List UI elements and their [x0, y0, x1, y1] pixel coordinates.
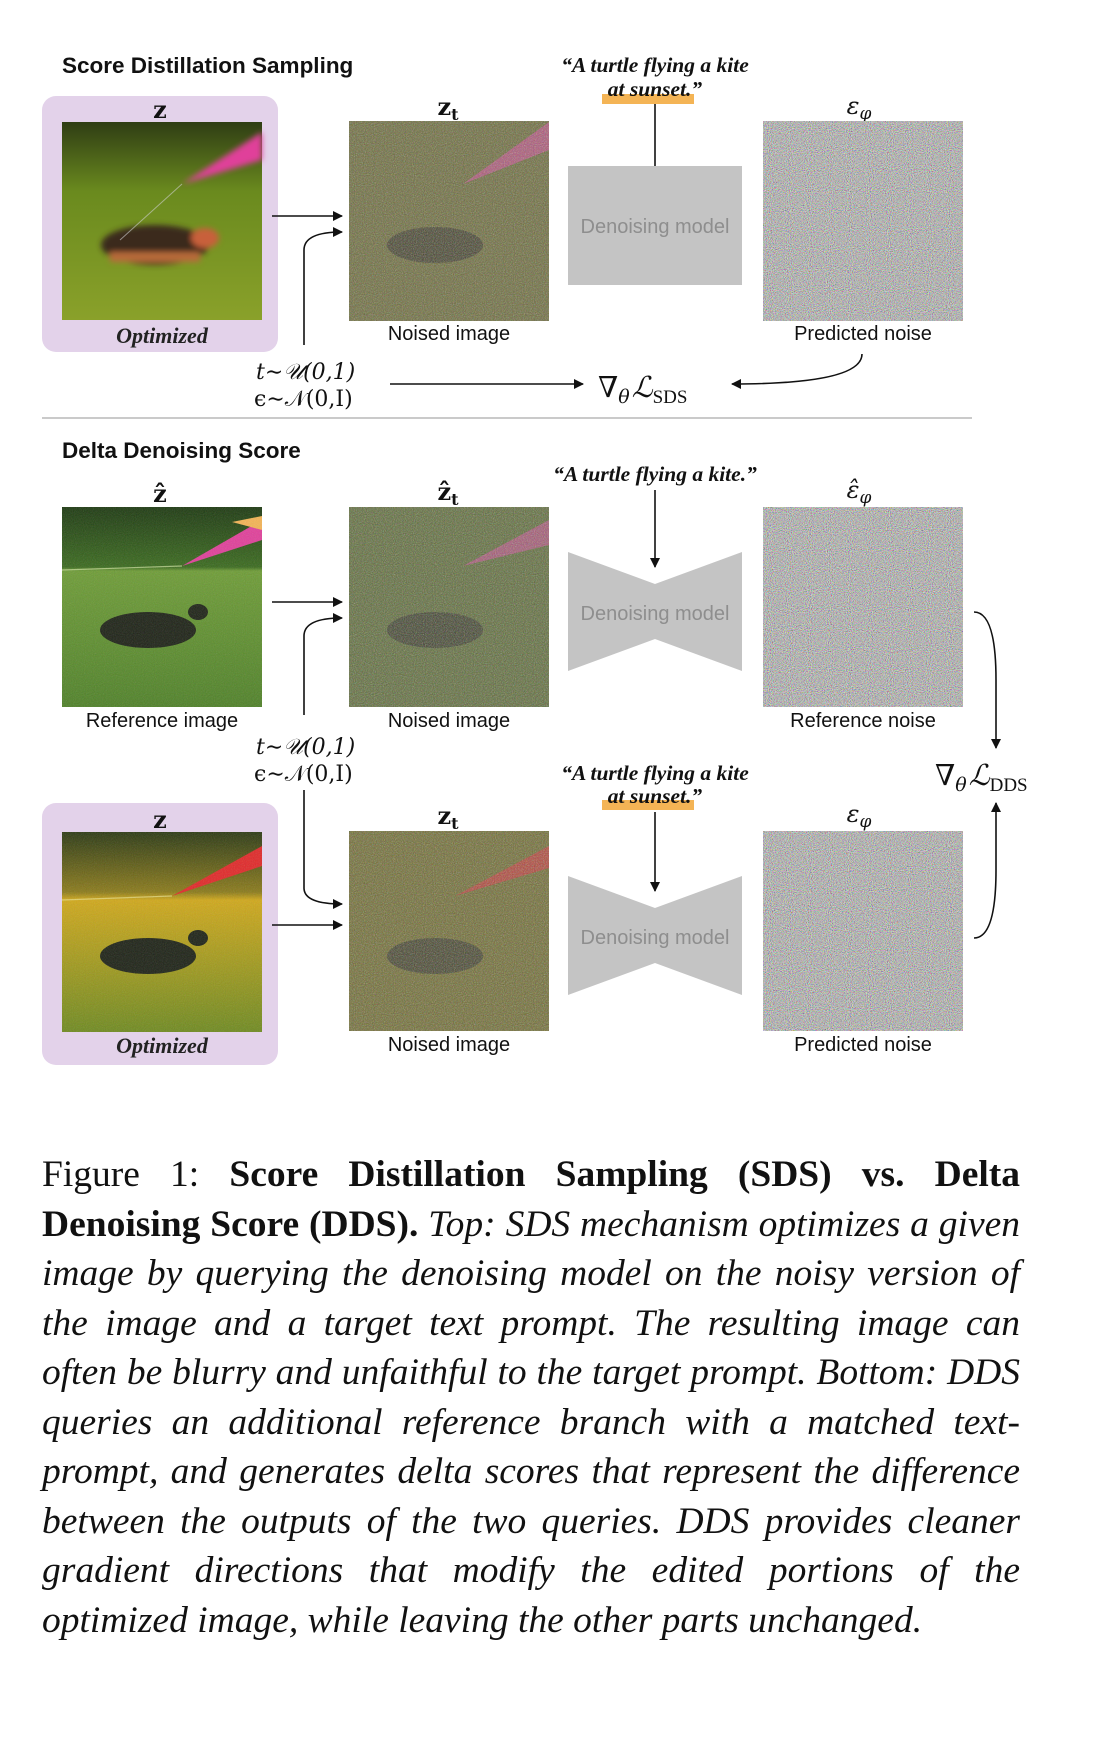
dds-arrow-noise-to-zhat-t: [303, 613, 343, 715]
sds-arrow-noise-to-zt: [303, 227, 343, 345]
sds-zt-label: zt: [437, 92, 459, 124]
caption-bottom-text: DDS queries an additional reference bran…: [42, 1352, 1021, 1641]
dds-noised-image-bottom: [349, 831, 549, 1031]
dds-predicted-label: Predicted noise: [794, 1034, 932, 1056]
dds-grad: ∇θℒDDS: [935, 758, 1028, 796]
dds-denoising-model-top: Denoising model: [568, 552, 742, 671]
dds-prompt-line1: “A turtle flying a kite: [561, 761, 749, 785]
caption-bold-title: Score Distillation Sampling (SDS) vs. De…: [42, 1154, 1021, 1245]
dds-eps-dist: ϵ∼𝒩(0,I): [254, 762, 353, 787]
sds-prompt-highlight: [602, 94, 694, 104]
dds-optimized-panel: z Optimized: [42, 803, 278, 1065]
sds-denoising-model: Denoising model: [568, 166, 742, 285]
dds-epshat-label: ε̂φ: [847, 476, 872, 508]
figure-diagram: Score Distillation Sampling z Optimized …: [42, 53, 1028, 1065]
caption-figure-label: Figure 1:: [42, 1154, 200, 1195]
sds-eps-label: εφ: [847, 92, 872, 124]
figure-caption: Figure 1: Score Distillation Sampling (S…: [42, 1150, 1020, 1645]
dds-predicted-noise-image: [763, 831, 963, 1031]
dds-zhat-label: ẑ: [153, 479, 167, 508]
dds-noised-image-top: [349, 507, 549, 707]
dds-zhat-t-label: ẑt: [437, 477, 459, 509]
sds-predicted-label: Predicted noise: [794, 323, 932, 345]
caption-top-label: Top:: [428, 1203, 496, 1245]
dds-reference-noise-label: Reference noise: [790, 710, 936, 732]
sds-optimized-image: [62, 122, 262, 320]
dds-t-dist: t∼𝒰(0,1): [256, 735, 355, 760]
dds-model-label-bottom: Denoising model: [581, 927, 730, 949]
dds-arrow-pred-noise-to-grad: [973, 802, 1001, 939]
dds-denoising-model-bottom: Denoising model: [568, 876, 742, 995]
sds-t-dist: t∼𝒰(0,1): [256, 360, 355, 385]
sds-predicted-noise-image: [763, 121, 963, 321]
sds-noised-label: Noised image: [388, 323, 510, 345]
dds-reference-image: [61, 507, 262, 707]
sds-arrow-pred-to-grad: [731, 353, 863, 389]
dds-prompt-highlight: [602, 800, 694, 810]
sds-z-label: z: [153, 95, 167, 124]
sds-prompt-line2: at sunset.”: [608, 77, 703, 101]
sds-noised-image: [349, 121, 549, 321]
dds-z-label: z: [153, 805, 167, 834]
sds-optimized-panel: z Optimized: [42, 95, 278, 352]
dds-optimized-image: [61, 832, 262, 1032]
dds-optimized-label: Optimized: [116, 1033, 209, 1058]
sds-model-label: Denoising model: [581, 216, 730, 238]
caption-bottom-label: Bottom:: [816, 1352, 938, 1393]
dds-prompt-ref: “A turtle flying a kite.”: [553, 462, 757, 486]
dds-title: Delta Denoising Score: [62, 438, 301, 463]
dds-prompt-line2: at sunset.”: [608, 784, 703, 808]
dds-eps-label: εφ: [847, 800, 872, 832]
caption-top-text: SDS mechanism optimizes a given image by…: [42, 1203, 1021, 1394]
dds-reference-label: Reference image: [86, 710, 238, 732]
sds-title: Score Distillation Sampling: [62, 53, 353, 78]
sds-grad: ∇θℒSDS: [598, 370, 687, 408]
dds-zt-label: zt: [437, 801, 459, 833]
sds-optimized-label: Optimized: [116, 323, 209, 348]
dds-noised-label-bottom: Noised image: [388, 1034, 510, 1056]
dds-noised-label-top: Noised image: [388, 710, 510, 732]
dds-arrow-ref-noise-to-grad: [973, 611, 1001, 749]
sds-eps-dist: ϵ∼𝒩(0,I): [254, 387, 353, 412]
sds-prompt: “A turtle flying a kite: [561, 53, 749, 77]
dds-arrow-noise-to-zt: [303, 790, 343, 909]
dds-model-label-top: Denoising model: [581, 603, 730, 625]
dds-reference-noise-image: [763, 507, 963, 707]
